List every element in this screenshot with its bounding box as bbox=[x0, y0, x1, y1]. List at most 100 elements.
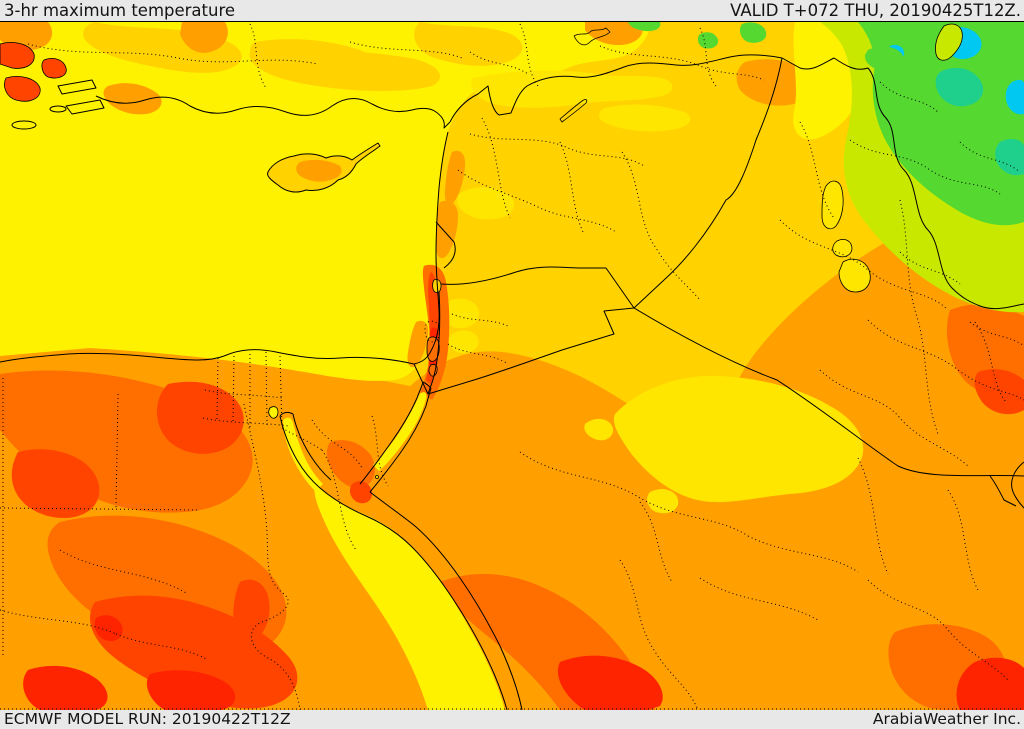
map-boundary-path bbox=[849, 139, 1001, 195]
suez-head bbox=[279, 411, 294, 417]
sinai-east-coast bbox=[359, 381, 424, 485]
map-boundary-path bbox=[59, 549, 189, 595]
iraq-se-red bbox=[974, 369, 1024, 415]
sinai-tip-red bbox=[349, 481, 373, 504]
map-boundary-path bbox=[202, 417, 289, 427]
turkey-gold-patch bbox=[414, 22, 523, 66]
map-boundary-path bbox=[899, 199, 939, 435]
gulf-of-suez-water bbox=[283, 417, 323, 491]
nile-boundary bbox=[243, 403, 301, 710]
aegean-island-outline bbox=[11, 120, 37, 130]
turkey-orange-patch bbox=[180, 22, 228, 53]
temperature-bands-layer bbox=[0, 22, 1024, 710]
israel-coast-strip bbox=[407, 320, 429, 368]
jordan-river-border bbox=[427, 291, 441, 395]
syria-iraq-border bbox=[633, 57, 783, 309]
lake-tharthar bbox=[821, 180, 844, 230]
jordan-iraq-border bbox=[605, 267, 635, 309]
turkey-syria-iraq-border bbox=[449, 54, 869, 123]
israel-egypt-border bbox=[413, 363, 429, 395]
jordan-syria-border bbox=[440, 266, 606, 285]
temperature-map-svg bbox=[0, 22, 1024, 710]
lake-razzaza bbox=[838, 258, 871, 293]
temperature-map bbox=[0, 22, 1024, 710]
aegean-island-hot bbox=[41, 58, 67, 79]
jordan-saudi-border bbox=[427, 307, 635, 395]
cyprus-coastline bbox=[267, 142, 381, 193]
header-bar: 3-hr maximum temperature VALID T+072 THU… bbox=[0, 0, 1024, 22]
jordan-pale-patch bbox=[448, 330, 479, 353]
admin-boundaries-layer bbox=[0, 23, 1024, 710]
north-saudi-yellow-satellite bbox=[584, 418, 614, 441]
turkey-green-speck bbox=[628, 22, 661, 32]
valid-time-label: VALID T+072 THU, 20190425T12Z. bbox=[730, 1, 1021, 20]
map-boundary-path bbox=[619, 559, 699, 710]
map-boundary-path bbox=[559, 141, 585, 235]
sinai-deep bbox=[326, 440, 375, 489]
north-saudi-yellow-patch bbox=[613, 375, 864, 503]
lake-urmia bbox=[935, 23, 963, 61]
lake-assad bbox=[559, 99, 588, 123]
lebanon-border bbox=[435, 221, 456, 269]
jordan-pale-patch bbox=[442, 298, 480, 329]
north-syria-pale bbox=[599, 104, 691, 132]
map-boundary-path bbox=[0, 609, 117, 635]
lake-habbaniyah bbox=[832, 239, 853, 258]
red-sea-east-coast bbox=[369, 491, 523, 710]
border-pale-band bbox=[471, 70, 673, 108]
egypt-south-red bbox=[146, 670, 236, 710]
footer-bar: ECMWF MODEL RUN: 20190422T12Z ArabiaWeat… bbox=[0, 710, 1024, 729]
map-boundary-path bbox=[519, 23, 539, 87]
gulf-of-aqaba-water bbox=[373, 392, 427, 471]
aegean-island-hot bbox=[0, 42, 35, 69]
iran-border bbox=[867, 67, 1024, 310]
cool-teal-blob bbox=[995, 139, 1024, 176]
lebanon-strip bbox=[436, 200, 458, 259]
syria-coast-strip bbox=[444, 150, 466, 205]
delta-west-redorange bbox=[156, 381, 244, 454]
brand-label: ArabiaWeather Inc. bbox=[872, 710, 1021, 728]
map-boundary-path bbox=[265, 351, 268, 427]
map-boundary-path bbox=[371, 415, 389, 487]
saudi-red-mass bbox=[557, 655, 663, 710]
map-boundary-path bbox=[232, 355, 235, 425]
map-boundary-path bbox=[599, 45, 765, 81]
red-sea-west-coast bbox=[319, 487, 508, 710]
egypt-west-redorange bbox=[11, 449, 100, 519]
bitter-lakes bbox=[268, 406, 279, 419]
turkey-south-coast bbox=[95, 95, 451, 129]
cool-cyan-blob bbox=[1005, 79, 1024, 115]
gulf-coast bbox=[1011, 461, 1024, 509]
turkey-orange-patch bbox=[585, 22, 643, 46]
nile-east-streak bbox=[233, 579, 270, 643]
zagros-green-mass bbox=[858, 22, 1024, 226]
coastlines-borders-layer bbox=[0, 27, 1024, 710]
turkey-orange-patch bbox=[103, 83, 162, 115]
kuwait-border bbox=[989, 475, 1017, 507]
map-boundary-path bbox=[451, 313, 509, 327]
northwest-syria-pale bbox=[457, 187, 515, 220]
aegean-island-hot bbox=[4, 76, 41, 102]
iraq-saudi-border bbox=[633, 307, 1024, 477]
north-saudi-yellow-satellite bbox=[647, 489, 679, 514]
aqaba-east-shore bbox=[369, 387, 432, 493]
turkey-green-speck bbox=[740, 22, 767, 43]
gulf-suez-east-shore bbox=[292, 413, 332, 481]
ataturk-reservoir bbox=[573, 27, 611, 46]
gulf-suez-west-shore bbox=[279, 415, 321, 489]
map-boundary-path bbox=[279, 355, 283, 429]
border-green-patch bbox=[864, 46, 904, 70]
map-boundary-path bbox=[0, 507, 201, 511]
tiran-island bbox=[375, 475, 379, 479]
aegean-island-outline bbox=[49, 105, 67, 113]
map-boundary-path bbox=[469, 51, 529, 75]
levant-coast bbox=[413, 131, 449, 365]
red-sea-water bbox=[314, 484, 505, 710]
turkey-gold-patch bbox=[249, 49, 441, 92]
turkey-peninsula bbox=[65, 99, 105, 115]
egypt-coast bbox=[0, 349, 415, 365]
map-boundary-path bbox=[621, 151, 701, 301]
map-title: 3-hr maximum temperature bbox=[4, 1, 236, 20]
map-boundary-path bbox=[249, 23, 267, 89]
